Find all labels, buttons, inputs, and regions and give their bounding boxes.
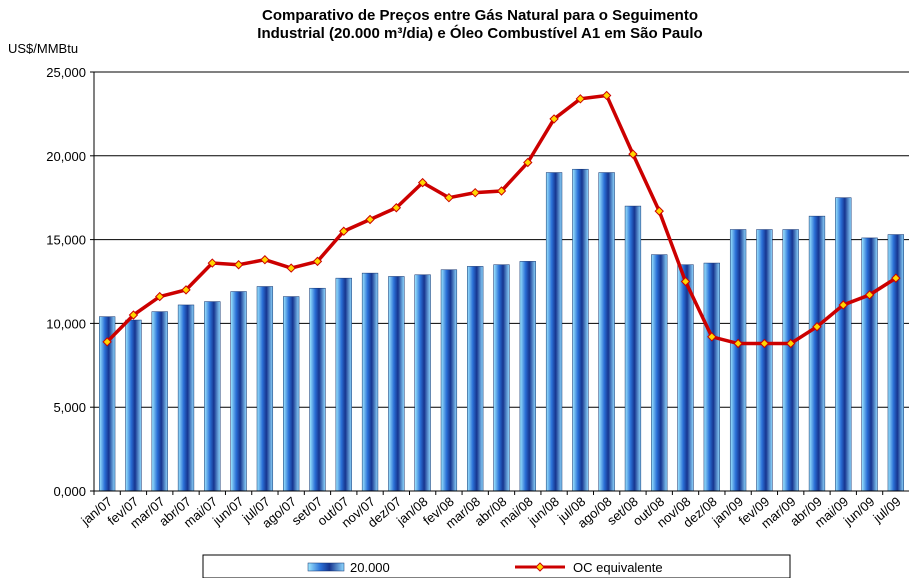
- line-marker: [260, 255, 270, 265]
- line-marker: [680, 276, 691, 287]
- bar: [204, 301, 221, 492]
- y-tick-label: 15,000: [46, 233, 86, 248]
- bar: [256, 286, 274, 492]
- bar: [651, 254, 668, 492]
- line-marker: [628, 149, 638, 159]
- bar: [309, 287, 326, 492]
- bar: [729, 229, 747, 492]
- legend-swatch: [307, 562, 345, 572]
- bar: [335, 277, 352, 492]
- bar: [230, 291, 247, 492]
- bar: [177, 304, 195, 492]
- line-marker: [601, 90, 612, 101]
- bar: [283, 296, 300, 492]
- line-marker: [365, 214, 375, 225]
- line-marker: [286, 263, 296, 273]
- bar: [493, 264, 510, 492]
- bar: [782, 229, 799, 492]
- line-marker: [864, 290, 875, 300]
- y-tick-label: 20,000: [46, 149, 86, 164]
- bar: [677, 264, 694, 492]
- line-marker: [496, 186, 507, 196]
- line-marker: [339, 226, 349, 236]
- line-marker: [812, 322, 822, 332]
- bar: [519, 261, 536, 492]
- line-marker: [759, 338, 770, 349]
- legend-box: [202, 554, 791, 578]
- line-marker: [155, 291, 165, 302]
- bar: [361, 272, 379, 492]
- line-marker: [207, 258, 218, 268]
- x-tick-label: jul/09: [870, 494, 904, 526]
- bar: [756, 229, 773, 492]
- bar: [887, 234, 904, 492]
- line-marker: [575, 94, 586, 104]
- line-marker: [733, 338, 743, 349]
- line-marker: [654, 206, 664, 216]
- y-axis-label: US$/MMBtu: [8, 41, 78, 56]
- y-tick-label: 5,000: [53, 400, 86, 415]
- line-marker: [470, 187, 480, 198]
- bar: [125, 319, 142, 492]
- line-marker: [312, 256, 323, 267]
- line-marker: [128, 310, 139, 320]
- line-marker: [707, 332, 717, 342]
- line-marker: [444, 192, 454, 203]
- y-tick-label: 0,000: [53, 484, 86, 499]
- chart-title: Comparativo de Preços entre Gás Natural …: [262, 7, 698, 24]
- bar: [440, 269, 458, 492]
- legend-label: OC equivalente: [573, 560, 663, 575]
- bar: [151, 311, 168, 492]
- bar: [861, 237, 878, 492]
- line-marker: [233, 260, 244, 270]
- y-tick-label: 25,000: [46, 65, 86, 80]
- line-marker: [523, 157, 533, 168]
- line-marker: [891, 273, 901, 283]
- line-marker: [391, 203, 402, 213]
- chart-title: Industrial (20.000 m³/dia) e Óleo Combus…: [257, 24, 702, 42]
- bar: [414, 274, 431, 492]
- line-marker: [102, 337, 112, 347]
- line-marker: [785, 338, 796, 349]
- legend-marker: [535, 562, 545, 572]
- bar: [572, 168, 589, 492]
- bar: [624, 205, 642, 492]
- bar: [467, 266, 484, 492]
- bar: [388, 276, 405, 492]
- bar: [545, 172, 563, 492]
- legend-label: 20.000: [350, 560, 390, 575]
- line-marker: [838, 300, 848, 310]
- line-marker: [181, 285, 191, 295]
- bar: [703, 262, 720, 492]
- line-marker: [417, 177, 428, 188]
- line-marker: [549, 114, 559, 124]
- bar: [808, 215, 826, 492]
- bar: [598, 172, 615, 492]
- y-tick-label: 10,000: [46, 316, 86, 331]
- bar: [835, 197, 852, 492]
